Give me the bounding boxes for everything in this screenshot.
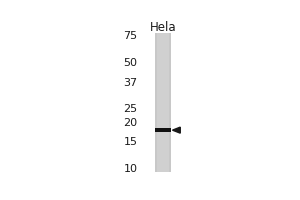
Text: 50: 50 — [124, 58, 137, 68]
Text: 15: 15 — [124, 137, 137, 147]
Bar — [155, 33, 171, 172]
Text: Hela: Hela — [150, 21, 176, 34]
Polygon shape — [172, 127, 180, 133]
Text: 37: 37 — [123, 78, 137, 88]
Text: 75: 75 — [123, 31, 137, 41]
Text: 20: 20 — [123, 118, 137, 128]
Bar — [157, 33, 169, 172]
Text: 10: 10 — [124, 164, 137, 174]
Text: 25: 25 — [123, 104, 137, 114]
Bar — [155, 128, 171, 132]
